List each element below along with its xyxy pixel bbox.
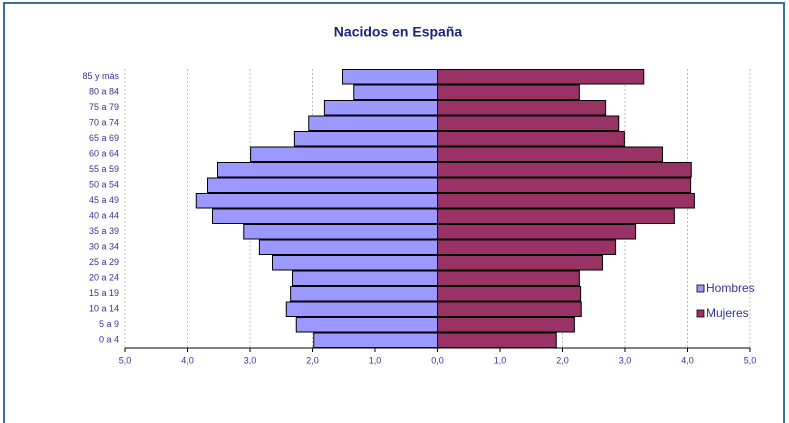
x-tick-label: 3,0 bbox=[619, 355, 632, 365]
bar bbox=[292, 270, 438, 286]
y-tick-label: 15 a 19 bbox=[89, 288, 119, 298]
bar bbox=[313, 332, 438, 348]
x-tick-label: 2,0 bbox=[556, 355, 569, 365]
bar bbox=[437, 224, 637, 240]
y-tick-label: 50 a 54 bbox=[89, 180, 119, 190]
y-tick-label: 80 a 84 bbox=[89, 87, 119, 97]
bar bbox=[437, 255, 603, 271]
y-tick-label: 5 a 9 bbox=[99, 319, 119, 329]
y-tick-label: 40 a 44 bbox=[89, 211, 119, 221]
bar bbox=[437, 317, 575, 333]
bar bbox=[243, 224, 438, 240]
x-tick-label: 2,0 bbox=[306, 355, 319, 365]
y-tick-label: 25 a 29 bbox=[89, 257, 119, 267]
y-tick-label: 75 a 79 bbox=[89, 102, 119, 112]
bar bbox=[342, 69, 438, 85]
x-tick-label: 1,0 bbox=[369, 355, 382, 365]
y-tick-label: 60 a 64 bbox=[89, 149, 119, 159]
y-tick-label: 65 a 69 bbox=[89, 133, 119, 143]
x-tick-label: 0,0 bbox=[431, 355, 444, 365]
x-tick-label: 3,0 bbox=[244, 355, 257, 365]
bar bbox=[437, 115, 620, 131]
bar bbox=[437, 69, 645, 85]
bar bbox=[293, 131, 438, 147]
bar bbox=[195, 193, 438, 209]
bar bbox=[258, 239, 438, 255]
bar bbox=[437, 193, 695, 209]
x-tick-label: 5,0 bbox=[744, 355, 757, 365]
bar bbox=[290, 286, 438, 302]
x-tick-label: 1,0 bbox=[494, 355, 507, 365]
bar bbox=[437, 177, 692, 193]
legend-swatch bbox=[696, 309, 705, 318]
bar bbox=[250, 146, 438, 162]
bar bbox=[437, 100, 607, 116]
chart-title: Nacidos en España bbox=[334, 24, 463, 40]
bar bbox=[295, 317, 438, 333]
x-tick-label: 5,0 bbox=[119, 355, 132, 365]
bar bbox=[437, 84, 580, 100]
bar bbox=[308, 115, 438, 131]
bar bbox=[323, 100, 438, 116]
y-tick-label: 70 a 74 bbox=[89, 118, 119, 128]
y-tick-label: 20 a 24 bbox=[89, 273, 119, 283]
legend-label: Mujeres bbox=[706, 306, 749, 320]
y-tick-label: 30 a 34 bbox=[89, 242, 119, 252]
bar bbox=[207, 177, 438, 193]
x-tick-label: 4,0 bbox=[181, 355, 194, 365]
y-tick-label: 35 a 39 bbox=[89, 226, 119, 236]
bar bbox=[437, 208, 675, 224]
y-tick-label: 45 a 49 bbox=[89, 195, 119, 205]
y-tick-label: 10 a 14 bbox=[89, 304, 119, 314]
legend-swatch bbox=[696, 284, 705, 293]
y-tick-label: 85 y más bbox=[82, 71, 119, 81]
bar bbox=[437, 332, 557, 348]
y-tick-label: 55 a 59 bbox=[89, 164, 119, 174]
bar bbox=[437, 301, 582, 317]
legend-label: Hombres bbox=[706, 281, 755, 295]
bar bbox=[437, 146, 663, 162]
y-tick-label: 0 a 4 bbox=[99, 335, 119, 345]
bar bbox=[285, 301, 438, 317]
bar bbox=[437, 131, 625, 147]
bar bbox=[353, 84, 438, 100]
bar bbox=[437, 162, 692, 178]
bar bbox=[437, 239, 617, 255]
bar bbox=[272, 255, 438, 271]
bar bbox=[212, 208, 438, 224]
bar bbox=[217, 162, 438, 178]
bar bbox=[437, 286, 582, 302]
bar bbox=[437, 270, 580, 286]
x-tick-label: 4,0 bbox=[681, 355, 694, 365]
